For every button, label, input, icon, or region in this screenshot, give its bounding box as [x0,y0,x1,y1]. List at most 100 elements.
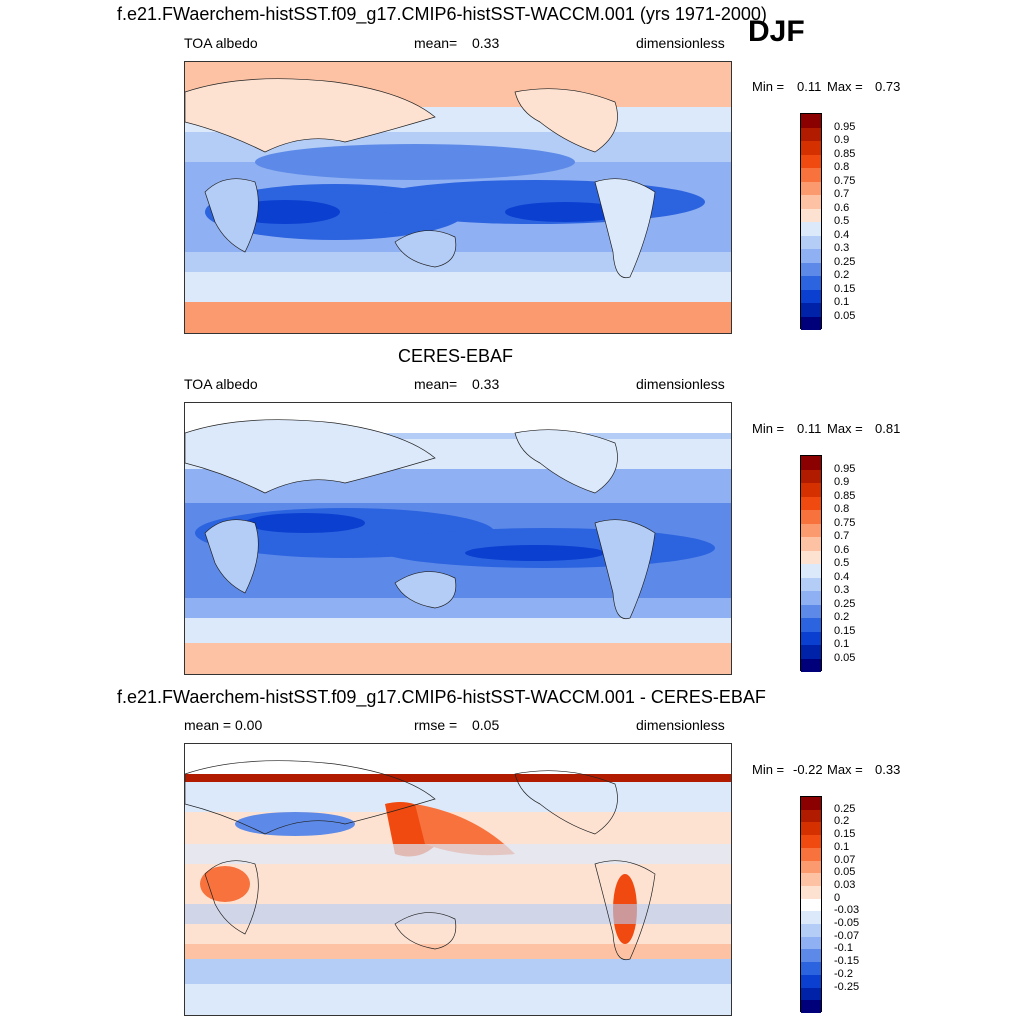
colorbar-segment [801,924,821,937]
colorbar-segment [801,537,821,551]
colorbar-tick-label: 0.6 [834,201,850,214]
panel1-units: dimensionless [636,35,725,51]
panel1-max-label: Max = [827,79,863,94]
colorbar-segment [801,631,821,645]
colorbar-tick-label: -0.25 [834,980,860,993]
colorbar-segment [801,658,821,672]
colorbar-tick-label: 0.9 [834,134,850,146]
colorbar-tick-label: 0.03 [834,878,856,891]
panel3-units: dimensionless [636,717,725,733]
colorbar-tick-label: 0.4 [834,228,850,241]
colorbar-segment [801,949,821,963]
colorbar-segment [801,496,821,510]
panel1-mean-value: 0.33 [472,35,500,51]
colorbar-segment [801,168,821,182]
colorbar-tick-label: 0.4 [834,570,850,583]
colorbar-tick-label: 0.05 [834,866,856,879]
colorbar-tick-label: 0.25 [834,802,856,815]
colorbar-segment [801,987,821,1001]
colorbar-tick-label: 0.75 [834,174,856,187]
colorbar-segment [801,797,821,810]
panel3-rmse-value: 0.05 [472,717,500,733]
colorbar-tick-label: 0.95 [834,120,856,133]
colorbar-tick-label: 0.9 [834,476,850,488]
colorbar-segment [801,181,821,195]
panel3-rmse-label: rmse = [414,717,458,733]
colorbar-segment [801,303,821,317]
colorbar-tick-label: 0.2 [834,815,850,828]
colorbar-tick-label: 0.3 [834,584,850,596]
panel3-mean: mean = 0.00 [184,717,263,733]
colorbar-tick-label: 0.5 [834,557,850,569]
colorbar-tick-label: 0.25 [834,255,856,268]
colorbar-segment [801,822,821,836]
colorbar-segment [801,289,821,303]
colorbar-segment [801,835,821,848]
colorbar-tick-label: 0.7 [834,530,850,542]
panel1-min-label: Min = [752,79,785,94]
colorbar-tick-label: -0.07 [834,929,860,942]
colorbar-segment [801,483,821,497]
colorbar-segment [801,618,821,632]
colorbar-tick-label: 0.25 [834,597,856,610]
colorbar-segment [801,469,821,483]
colorbar-tick-label: 0.85 [834,147,856,160]
colorbar-tick-label: 0.07 [834,853,856,866]
colorbar-segment [801,276,821,290]
panel2-variable: TOA albedo [184,376,258,392]
colorbar-segment [801,809,821,823]
colorbar-segment [801,885,821,899]
colorbar-segment [801,962,821,975]
colorbar-segment [801,604,821,618]
panel3-min-value: -0.22 [793,762,823,777]
colorbar-segment [801,154,821,168]
panel2-units: dimensionless [636,376,725,392]
colorbar-tick-label: 0.15 [834,624,856,637]
colorbar-tick-label: 0.8 [834,161,850,173]
colorbar-segment [801,1000,821,1013]
colorbar-segment [801,316,821,330]
colorbar-tick-label: -0.03 [834,904,860,917]
colorbar-tick-label: 0.2 [834,269,850,281]
colorbar-segment [801,873,821,886]
colorbar-tick-label: 0.85 [834,489,856,502]
colorbar-tick-label: -0.2 [834,967,853,980]
colorbar-segment [801,235,821,249]
colorbar-tick-label: 0 [834,891,841,904]
colorbar-segment [801,645,821,659]
colorbar-segment [801,974,821,988]
panel1-map [184,61,732,334]
panel2-map [184,402,732,675]
colorbar-tick-label: 0.1 [834,296,850,308]
colorbar-tick-label: 0.15 [834,828,856,841]
colorbar-segment [801,127,821,141]
panel2-max-value: 0.81 [875,421,901,436]
panel3-max-value: 0.33 [875,762,901,777]
colorbar-segment [801,262,821,276]
panel1-mean-label: mean= [414,35,458,51]
panel2-mean-label: mean= [414,376,458,392]
colorbar-segment [801,523,821,537]
colorbar-tick-label: 0.15 [834,282,856,295]
colorbar-tick-label: -0.05 [834,917,860,930]
colorbar-tick-label: 0.1 [834,638,850,650]
colorbar-segment [801,510,821,524]
colorbar-segment [801,860,821,874]
panel1-colorbar [800,113,822,330]
panel2-min-label: Min = [752,421,785,436]
colorbar-tick-label: 0.6 [834,543,850,556]
colorbar-tick-label: 0.3 [834,242,850,254]
colorbar-segment [801,577,821,591]
panel2-title: CERES-EBAF [398,346,514,366]
colorbar-tick-label: 0.8 [834,503,850,515]
colorbar-tick-label: 0.2 [834,611,850,623]
colorbar-tick-label: 0.7 [834,188,850,200]
panel2-mean-value: 0.33 [472,376,500,392]
colorbar-segment [801,195,821,209]
colorbar-tick-label: 0.05 [834,309,856,322]
colorbar-segment [801,456,821,470]
colorbar-segment [801,249,821,263]
colorbar-segment [801,550,821,564]
colorbar-tick-label: -0.1 [834,942,853,955]
colorbar-segment [801,936,821,950]
